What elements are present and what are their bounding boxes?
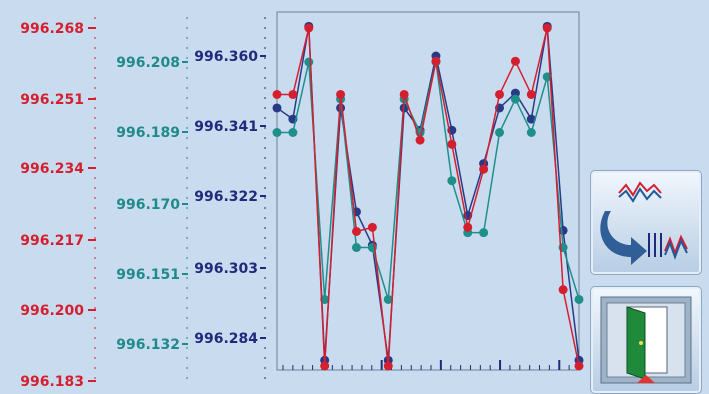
tick-label-axis2-4: 996.132: [116, 337, 180, 353]
chart-switch-icon: [600, 181, 688, 265]
data-point-axis3-0: [272, 103, 282, 113]
data-point-axis1-18: [558, 285, 568, 295]
data-point-axis1-4: [336, 89, 346, 99]
tick-label-axis2-0: 996.208: [116, 55, 180, 71]
axis-2: 996.208 996.189 996.170 996.151 996.132: [116, 17, 188, 379]
data-point-axis2-16: [526, 128, 536, 137]
tick-label-axis3-3: 996.303: [194, 261, 258, 277]
tick-label-axis1-5: 996.183: [20, 374, 84, 390]
data-point-axis2-3: [320, 294, 330, 304]
tick-label-axis3-4: 996.284: [194, 331, 258, 347]
data-point-axis2-0: [272, 128, 282, 137]
data-point-axis1-1: [288, 89, 298, 99]
data-point-axis2-7: [383, 294, 393, 304]
tick-label-axis1-2: 996.234: [20, 161, 84, 177]
data-point-axis1-9: [415, 135, 425, 145]
data-point-axis1-6: [367, 222, 377, 232]
data-point-axis1-2: [304, 23, 314, 33]
axis-1: 996.268 996.251 996.234 996.217 996.200 996.1…: [20, 17, 96, 390]
axis-3: 996.360 996.341 996.322 996.303 996.284: [194, 17, 266, 379]
data-point-axis1-8: [399, 89, 409, 99]
data-point-axis1-12: [463, 222, 473, 232]
data-point-axis2-14: [495, 128, 505, 137]
tick-label-axis3-0: 996.360: [194, 49, 258, 65]
data-point-axis1-10: [431, 56, 441, 66]
data-point-axis1-3: [320, 361, 330, 371]
tick-label-axis1-0: 996.268: [20, 21, 84, 37]
data-point-axis1-0: [272, 89, 282, 99]
data-point-axis2-13: [479, 228, 489, 238]
data-point-axis1-13: [479, 164, 489, 174]
data-point-axis2-15: [510, 94, 520, 104]
exit-door-icon: [600, 296, 692, 384]
data-point-axis1-5: [351, 226, 361, 236]
tick-label-axis3-2: 996.322: [194, 189, 258, 205]
tick-label-axis2-1: 996.189: [116, 125, 180, 141]
data-point-axis1-16: [526, 89, 536, 99]
tick-label-axis1-1: 996.251: [20, 92, 84, 108]
tick-label-axis3-1: 996.341: [194, 119, 258, 135]
data-point-axis1-19: [574, 361, 584, 371]
switch-view-button[interactable]: [590, 170, 702, 275]
data-point-axis3-16: [526, 114, 536, 124]
data-point-axis2-1: [288, 128, 298, 137]
data-point-axis2-19: [574, 294, 584, 304]
series-layer: [272, 21, 584, 371]
tick-label-axis1-3: 996.217: [20, 233, 84, 249]
data-point-axis1-7: [383, 361, 393, 371]
data-point-axis1-14: [495, 89, 505, 99]
tick-label-axis2-2: 996.170: [116, 197, 180, 213]
data-point-axis1-11: [447, 139, 457, 149]
tick-label-axis1-4: 996.200: [20, 303, 84, 319]
series-line-axis1: [277, 27, 580, 367]
data-point-axis2-2: [304, 57, 314, 67]
data-point-axis1-15: [510, 56, 520, 66]
tick-label-axis2-3: 996.151: [116, 267, 180, 283]
x-axis: [282, 360, 570, 370]
exit-button[interactable]: [590, 286, 702, 394]
data-point-axis2-11: [447, 176, 457, 186]
data-point-axis1-17: [542, 23, 552, 33]
data-point-axis2-5: [351, 243, 361, 253]
